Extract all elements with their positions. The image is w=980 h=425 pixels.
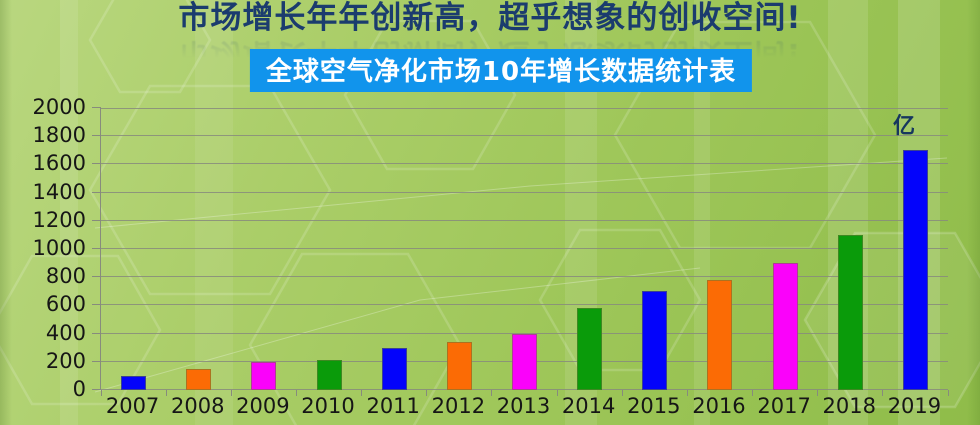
y-axis-tick bbox=[92, 191, 101, 193]
y-axis-tick bbox=[92, 389, 101, 390]
x-axis-tick-label: 2014 bbox=[561, 394, 616, 418]
gridline bbox=[101, 304, 948, 306]
x-axis-tick bbox=[165, 390, 167, 396]
x-axis-tick-label: 2009 bbox=[236, 394, 290, 418]
gridline bbox=[101, 219, 948, 221]
x-axis-tick bbox=[230, 390, 232, 396]
y-axis-tick bbox=[92, 360, 101, 362]
x-axis-tick-label: 2018 bbox=[822, 394, 876, 418]
bar-2009 bbox=[251, 361, 277, 390]
x-axis-tick-label: 2007 bbox=[105, 394, 160, 418]
bar-2018 bbox=[837, 234, 863, 390]
x-axis-tick-label: 2011 bbox=[366, 394, 420, 418]
x-axis-tick bbox=[686, 390, 688, 396]
x-axis-tick-label: 2008 bbox=[170, 394, 225, 418]
x-axis-tick bbox=[100, 390, 102, 396]
gridline bbox=[101, 135, 948, 137]
bar-2014 bbox=[577, 308, 603, 390]
x-axis-tick bbox=[882, 390, 884, 396]
y-axis-tick bbox=[92, 304, 101, 306]
bar-2013 bbox=[512, 333, 537, 390]
x-axis-tick bbox=[621, 390, 623, 396]
y-axis-labels: 0 200 400 600 800 1000 1200 1400 1600 1800 2000 bbox=[0, 95, 86, 401]
x-axis-tick-label: 2016 bbox=[692, 394, 746, 418]
gridline bbox=[101, 108, 948, 109]
x-axis-tick bbox=[491, 390, 493, 396]
y-axis-tick-label: 600 bbox=[45, 292, 86, 317]
x-axis-tick bbox=[817, 390, 819, 396]
y-axis-tick-label: 0 bbox=[72, 377, 86, 401]
bar-2011 bbox=[381, 347, 407, 390]
y-axis-tick bbox=[92, 163, 101, 165]
y-axis-tick bbox=[92, 135, 101, 137]
bar-2008 bbox=[186, 368, 212, 390]
y-axis-tick-label: 1000 bbox=[32, 236, 86, 260]
y-axis-tick-label: 1600 bbox=[32, 151, 86, 176]
y-axis-tick-label: 1800 bbox=[32, 123, 86, 148]
gridline bbox=[101, 163, 948, 165]
y-axis-tick bbox=[92, 248, 101, 249]
bg-stripe bbox=[195, 0, 233, 425]
y-axis-tick-label: 200 bbox=[45, 348, 86, 373]
x-axis-labels: 2007 2008 2009 2010 2011 2012 2013 2014 2015 2016… bbox=[100, 394, 947, 420]
gridline bbox=[101, 191, 948, 193]
x-axis-tick-label: 2019 bbox=[887, 394, 942, 418]
left-edge-shade bbox=[0, 0, 12, 425]
x-axis-tick-label: 2015 bbox=[627, 394, 681, 418]
bg-stripe bbox=[60, 0, 78, 425]
x-axis-tick-label: 2017 bbox=[757, 394, 811, 418]
y-axis-tick bbox=[92, 276, 101, 278]
bar-2019 bbox=[902, 150, 928, 390]
bar-2017 bbox=[772, 263, 798, 390]
gridline bbox=[101, 332, 948, 334]
bar-2016 bbox=[707, 280, 733, 390]
gridline bbox=[101, 248, 948, 249]
y-axis-tick bbox=[92, 332, 101, 334]
x-axis-tick-label: 2010 bbox=[301, 394, 355, 418]
x-axis-tick-label: 2013 bbox=[496, 394, 551, 418]
x-axis-tick bbox=[947, 390, 949, 396]
y-axis-tick-label: 2000 bbox=[32, 95, 86, 119]
bar-2012 bbox=[446, 342, 472, 390]
x-axis-tick bbox=[426, 390, 428, 396]
bar-2015 bbox=[642, 291, 668, 390]
bar-2007 bbox=[121, 375, 147, 390]
bar-2010 bbox=[316, 360, 342, 390]
gridline bbox=[101, 276, 948, 278]
y-axis-tick-label: 1200 bbox=[32, 207, 86, 232]
page-title: 市场增长年年创新高，超乎想象的创收空间! bbox=[178, 0, 802, 36]
x-axis-tick bbox=[752, 390, 754, 396]
y-axis-tick bbox=[92, 219, 101, 221]
x-axis-tick bbox=[295, 390, 297, 396]
y-axis-tick bbox=[92, 107, 101, 108]
unit-label: 亿 bbox=[893, 114, 916, 139]
bg-stripe bbox=[694, 0, 710, 425]
right-edge-shade bbox=[967, 0, 980, 425]
x-axis-tick bbox=[556, 390, 558, 396]
subtitle-banner: 全球空气净化市场10年增长数据统计表 bbox=[249, 49, 753, 92]
x-axis-tick bbox=[361, 390, 363, 396]
y-axis-tick-label: 400 bbox=[45, 320, 86, 345]
x-axis-tick-label: 2012 bbox=[431, 394, 486, 418]
y-axis-tick-label: 800 bbox=[45, 264, 86, 289]
y-axis-tick-label: 1400 bbox=[32, 179, 86, 204]
plot-area bbox=[92, 107, 949, 396]
